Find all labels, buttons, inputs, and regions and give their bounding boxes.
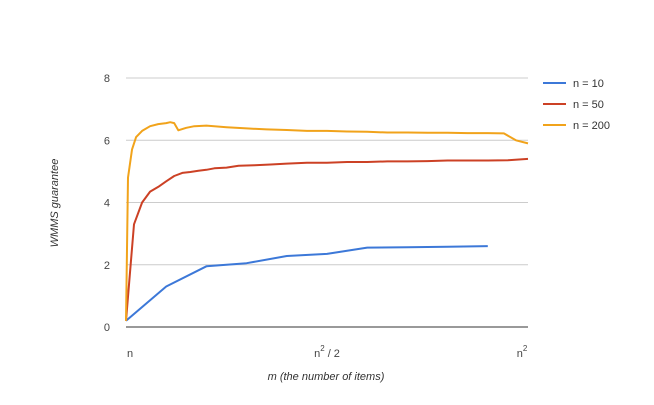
legend-label: n = 200 xyxy=(573,120,610,132)
y-tick-label: 4 xyxy=(104,198,110,210)
series-line-n200 xyxy=(125,121,529,321)
x-tick-label: n xyxy=(127,348,133,360)
legend-label: n = 10 xyxy=(573,78,604,90)
legend: n = 10 n = 50 n = 200 xyxy=(543,78,610,132)
y-tick-label: 0 xyxy=(104,322,110,334)
series-line-n10 xyxy=(125,245,488,322)
y-axis-title: WMMS guarantee xyxy=(49,159,61,248)
x-axis-ticks: n n2 / 2 n2 xyxy=(127,344,528,360)
x-axis-title: m (the number of items) xyxy=(268,371,385,383)
legend-label: n = 50 xyxy=(573,99,604,111)
y-tick-label: 2 xyxy=(104,260,110,272)
y-tick-label: 6 xyxy=(104,135,110,147)
series-line-n50 xyxy=(125,157,529,321)
x-tick-label: n2 / 2 xyxy=(314,344,340,360)
x-tick-label: n2 xyxy=(517,344,528,360)
grid xyxy=(126,77,528,328)
series-lines xyxy=(125,121,529,322)
y-tick-label: 8 xyxy=(104,73,110,85)
y-axis-ticks: 0 2 4 6 8 xyxy=(104,73,110,334)
